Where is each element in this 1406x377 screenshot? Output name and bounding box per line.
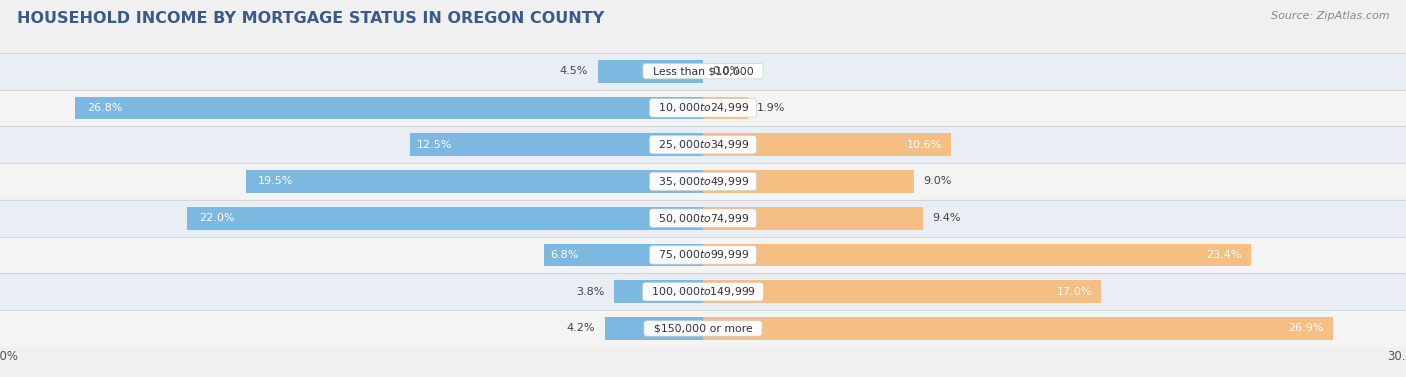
Bar xyxy=(703,133,952,156)
Bar xyxy=(187,207,703,230)
Bar xyxy=(614,280,703,303)
Text: Less than $10,000: Less than $10,000 xyxy=(645,66,761,76)
Text: $50,000 to $74,999: $50,000 to $74,999 xyxy=(652,212,754,225)
Text: $100,000 to $149,999: $100,000 to $149,999 xyxy=(645,285,761,298)
Bar xyxy=(0,273,1406,310)
Text: 4.2%: 4.2% xyxy=(567,323,595,334)
Text: 4.5%: 4.5% xyxy=(560,66,588,76)
Text: 9.4%: 9.4% xyxy=(932,213,962,223)
Bar xyxy=(598,60,703,83)
Bar xyxy=(0,310,1406,347)
Text: $35,000 to $49,999: $35,000 to $49,999 xyxy=(652,175,754,188)
Bar xyxy=(0,200,1406,237)
Bar xyxy=(246,170,703,193)
Text: 12.5%: 12.5% xyxy=(418,139,453,150)
Bar xyxy=(703,170,914,193)
Text: 22.0%: 22.0% xyxy=(200,213,235,223)
Text: 6.8%: 6.8% xyxy=(551,250,579,260)
Text: 9.0%: 9.0% xyxy=(924,176,952,187)
Text: 23.4%: 23.4% xyxy=(1206,250,1241,260)
Text: 17.0%: 17.0% xyxy=(1057,287,1092,297)
Bar xyxy=(0,237,1406,273)
Bar xyxy=(605,317,703,340)
Bar xyxy=(0,126,1406,163)
Bar xyxy=(75,97,703,119)
Bar xyxy=(703,207,924,230)
Bar xyxy=(703,244,1251,266)
Text: 19.5%: 19.5% xyxy=(257,176,292,187)
Bar xyxy=(411,133,703,156)
Bar xyxy=(703,280,1101,303)
Text: $75,000 to $99,999: $75,000 to $99,999 xyxy=(652,248,754,261)
Text: $10,000 to $24,999: $10,000 to $24,999 xyxy=(652,101,754,114)
Bar xyxy=(703,97,748,119)
Text: 10.6%: 10.6% xyxy=(907,139,942,150)
Text: 1.9%: 1.9% xyxy=(756,103,786,113)
Text: HOUSEHOLD INCOME BY MORTGAGE STATUS IN OREGON COUNTY: HOUSEHOLD INCOME BY MORTGAGE STATUS IN O… xyxy=(17,11,605,26)
Bar xyxy=(544,244,703,266)
Bar xyxy=(703,317,1333,340)
Text: 26.9%: 26.9% xyxy=(1288,323,1324,334)
Text: $150,000 or more: $150,000 or more xyxy=(647,323,759,334)
Bar xyxy=(0,163,1406,200)
Bar xyxy=(0,90,1406,126)
Text: 0.0%: 0.0% xyxy=(713,66,741,76)
Text: $25,000 to $34,999: $25,000 to $34,999 xyxy=(652,138,754,151)
Text: 3.8%: 3.8% xyxy=(576,287,605,297)
Text: 26.8%: 26.8% xyxy=(87,103,122,113)
Bar xyxy=(0,53,1406,90)
Text: Source: ZipAtlas.com: Source: ZipAtlas.com xyxy=(1271,11,1389,21)
